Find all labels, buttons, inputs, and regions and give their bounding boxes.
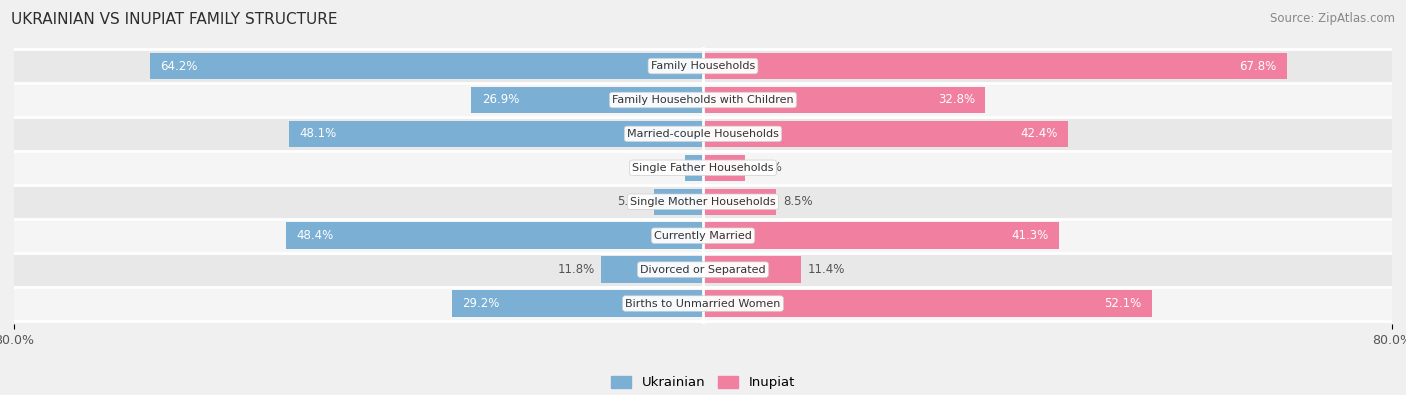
Text: 48.4%: 48.4% <box>297 229 333 242</box>
Bar <box>14 185 703 219</box>
Text: Source: ZipAtlas.com: Source: ZipAtlas.com <box>1270 12 1395 25</box>
Bar <box>703 290 1152 317</box>
Bar <box>14 117 703 151</box>
Bar <box>451 290 703 317</box>
Text: 52.1%: 52.1% <box>1104 297 1142 310</box>
Text: 67.8%: 67.8% <box>1239 60 1277 73</box>
Text: 2.1%: 2.1% <box>648 161 678 174</box>
Bar <box>14 287 703 320</box>
Text: 32.8%: 32.8% <box>938 94 976 107</box>
Bar <box>703 219 1392 253</box>
Text: Single Mother Households: Single Mother Households <box>630 197 776 207</box>
Bar <box>14 253 703 287</box>
Bar <box>703 49 1392 83</box>
Text: 42.4%: 42.4% <box>1021 128 1057 140</box>
Bar <box>703 256 801 283</box>
Text: 64.2%: 64.2% <box>160 60 198 73</box>
Text: UKRAINIAN VS INUPIAT FAMILY STRUCTURE: UKRAINIAN VS INUPIAT FAMILY STRUCTURE <box>11 12 337 27</box>
Bar <box>703 87 986 113</box>
Text: Family Households: Family Households <box>651 61 755 71</box>
Bar <box>703 117 1392 151</box>
Text: Married-couple Households: Married-couple Households <box>627 129 779 139</box>
Text: 11.8%: 11.8% <box>557 263 595 276</box>
Legend: Ukrainian, Inupiat: Ukrainian, Inupiat <box>606 371 800 395</box>
Bar <box>287 222 703 249</box>
Text: 41.3%: 41.3% <box>1011 229 1049 242</box>
Text: 48.1%: 48.1% <box>299 128 336 140</box>
Bar <box>703 188 776 215</box>
Bar <box>703 287 1392 320</box>
Bar <box>703 185 1392 219</box>
Text: 26.9%: 26.9% <box>482 94 519 107</box>
Bar <box>602 256 703 283</box>
Bar <box>14 219 703 253</box>
Bar <box>471 87 703 113</box>
Bar <box>703 53 1286 79</box>
Text: 29.2%: 29.2% <box>461 297 499 310</box>
Text: 8.5%: 8.5% <box>783 195 813 208</box>
Text: 5.7%: 5.7% <box>617 195 647 208</box>
Text: Currently Married: Currently Married <box>654 231 752 241</box>
Bar <box>703 83 1392 117</box>
Bar <box>14 83 703 117</box>
Text: Divorced or Separated: Divorced or Separated <box>640 265 766 275</box>
Text: Family Households with Children: Family Households with Children <box>612 95 794 105</box>
Bar <box>703 121 1069 147</box>
Text: 4.9%: 4.9% <box>752 161 782 174</box>
Bar <box>654 188 703 215</box>
Bar <box>703 253 1392 287</box>
Bar <box>14 151 703 185</box>
Bar <box>288 121 703 147</box>
Bar <box>703 151 1392 185</box>
Bar <box>685 154 703 181</box>
Bar <box>703 154 745 181</box>
Text: 11.4%: 11.4% <box>808 263 845 276</box>
Bar <box>14 49 703 83</box>
Text: Single Father Households: Single Father Households <box>633 163 773 173</box>
Bar <box>703 222 1059 249</box>
Bar <box>150 53 703 79</box>
Text: Births to Unmarried Women: Births to Unmarried Women <box>626 299 780 308</box>
